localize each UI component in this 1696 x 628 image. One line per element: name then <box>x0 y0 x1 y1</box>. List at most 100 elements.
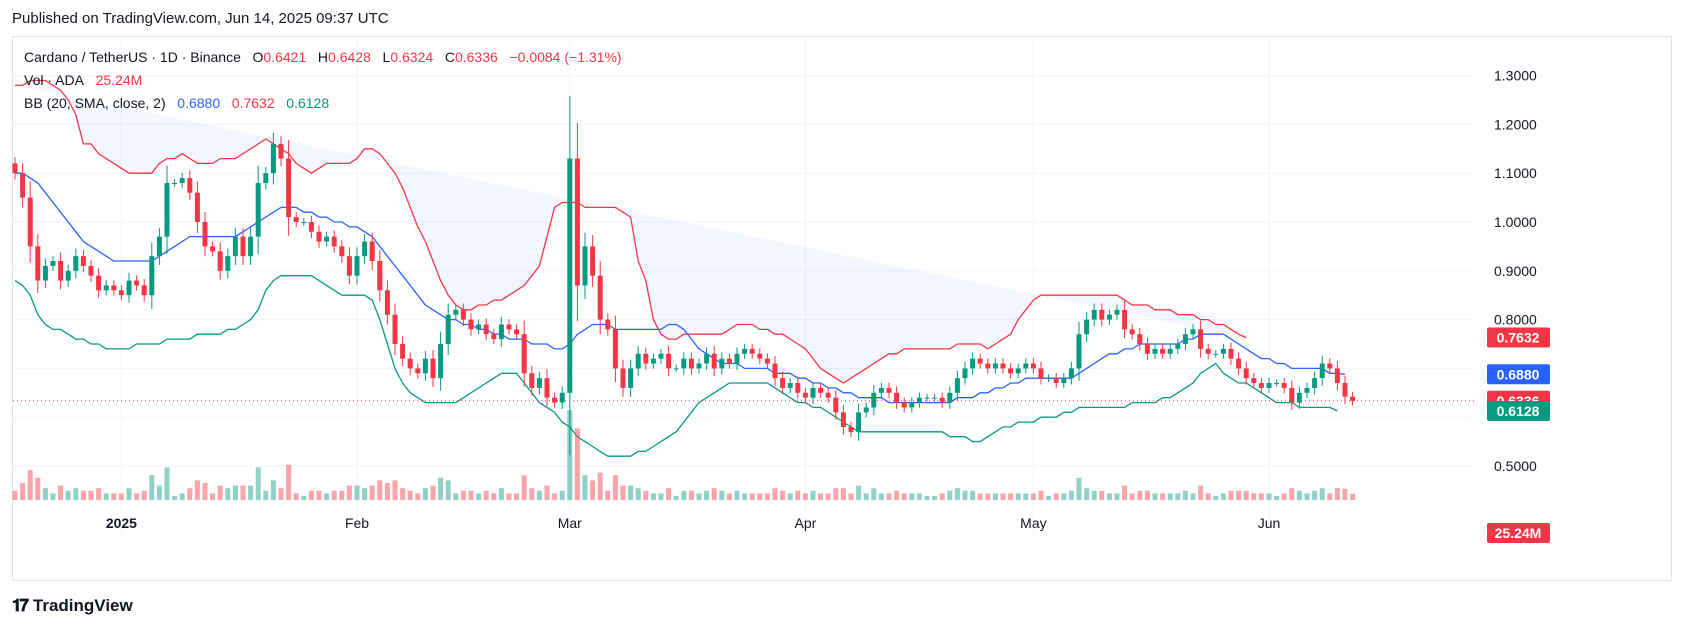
price-label-upper <box>1487 327 1550 348</box>
volume-bar <box>20 483 26 500</box>
candle-body <box>650 358 656 364</box>
tradingview-logo-icon: 𝟏𝟕 <box>12 596 29 616</box>
candle-body <box>377 261 383 291</box>
legend-symbol-row[interactable]: Cardano / TetherUS · 1D · Binance O0.642… <box>24 46 622 69</box>
volume-bar <box>118 493 124 500</box>
candle-body <box>187 178 193 193</box>
volume-bar <box>415 493 421 500</box>
price-label-lower <box>1487 400 1550 421</box>
candle-body <box>1220 348 1226 354</box>
volume-bar <box>506 493 512 500</box>
legend-close-value: 0.6336 <box>454 49 498 65</box>
volume-bar <box>1129 493 1135 500</box>
candle-body <box>1312 378 1318 388</box>
candle-body <box>802 392 808 398</box>
legend-bb-row[interactable]: BB (20, SMA, close, 2) 0.6880 0.7632 0.6… <box>24 92 622 115</box>
volume-bar <box>658 493 664 500</box>
candle-body <box>141 285 147 296</box>
time-axis[interactable]: 2025 Feb Mar Apr May Jun <box>106 515 1280 531</box>
candle-body <box>1334 368 1340 384</box>
legend-volume-row[interactable]: Vol · ADA 25.24M <box>24 69 622 92</box>
volume-bar <box>240 485 246 500</box>
volume-bar <box>1304 493 1310 500</box>
volume-bar <box>1258 493 1264 500</box>
candle-body <box>362 241 368 257</box>
volume-bar <box>544 485 550 500</box>
candle-body <box>688 358 694 369</box>
candle-body <box>415 368 421 374</box>
volume-bar <box>179 493 185 500</box>
candle-body <box>232 236 238 257</box>
volume-bar <box>1122 485 1128 500</box>
candle-body <box>392 314 398 344</box>
candle-body <box>35 246 41 281</box>
volume-bar <box>400 488 406 500</box>
volume-bar <box>764 493 770 500</box>
volume-bar <box>878 493 884 500</box>
volume-bar <box>749 493 755 500</box>
price-label-text-basis: 0.6880 <box>1497 366 1540 382</box>
price-axis[interactable]: 0.5000 0.8000 0.9000 1.0000 1.1000 1.2000 1.30… <box>1494 68 1537 474</box>
candle-body <box>156 236 162 257</box>
candle-body <box>932 397 938 399</box>
legend-symbol: Cardano / TetherUS · 1D · Binance <box>24 49 241 65</box>
candle-body <box>460 309 466 320</box>
tradingview-brand: TradingView <box>32 596 133 615</box>
candle-body <box>673 368 679 370</box>
candle-body <box>126 280 132 296</box>
candle-body <box>681 358 687 369</box>
candle-body <box>1190 329 1196 335</box>
volume-bar <box>149 475 155 500</box>
volume-bar <box>293 493 299 500</box>
candle-body <box>590 246 596 276</box>
volume-bar <box>1053 493 1059 500</box>
candle-body <box>369 241 375 262</box>
volume-bar <box>833 488 839 500</box>
volume-bar <box>681 490 687 500</box>
candle-body <box>1296 392 1302 403</box>
volume-bar <box>384 483 390 500</box>
candle-body <box>985 363 991 369</box>
volume-bar <box>977 493 983 500</box>
volume-bar <box>42 488 48 500</box>
volume-bar <box>476 493 482 500</box>
candle-body <box>1023 363 1029 369</box>
tradingview-logo[interactable]: 𝟏𝟕 TradingView <box>12 596 133 616</box>
volume-bar <box>1289 488 1295 500</box>
candle-body <box>992 363 998 369</box>
volume-bar <box>362 488 368 500</box>
candle-body <box>324 236 330 242</box>
candle-body <box>597 275 603 320</box>
candle-body <box>225 256 231 271</box>
volume-bar <box>1205 493 1211 500</box>
volume-bar <box>194 480 200 500</box>
volume-bar <box>818 493 824 500</box>
candle-body <box>818 387 824 393</box>
candle-body <box>210 246 216 252</box>
volume-bar <box>1198 485 1204 500</box>
volume-bar <box>795 490 801 500</box>
candle-body <box>240 236 246 257</box>
price-label-text-volume: 25.24M <box>1495 525 1542 541</box>
legend-bb-upper: 0.7632 <box>231 95 275 111</box>
chart-frame[interactable] <box>12 36 1672 581</box>
volume-bar <box>346 485 352 500</box>
volume-bar <box>156 485 162 500</box>
volume-bar <box>848 493 854 500</box>
price-label-text-upper: 0.7632 <box>1497 330 1540 346</box>
volume-bar <box>460 490 466 500</box>
candle-body <box>552 397 558 403</box>
volume-bar <box>468 490 474 500</box>
candle-body <box>1038 368 1044 379</box>
volume-bar <box>514 493 520 500</box>
volume-bar <box>331 490 337 500</box>
candle-body <box>559 392 565 403</box>
volume-bar <box>1061 493 1067 500</box>
volume-bar <box>1068 490 1074 500</box>
legend-open-value: 0.6421 <box>263 49 307 65</box>
volume-bar <box>1008 493 1014 500</box>
candle-body <box>468 319 474 330</box>
volume-bar <box>1274 496 1280 500</box>
